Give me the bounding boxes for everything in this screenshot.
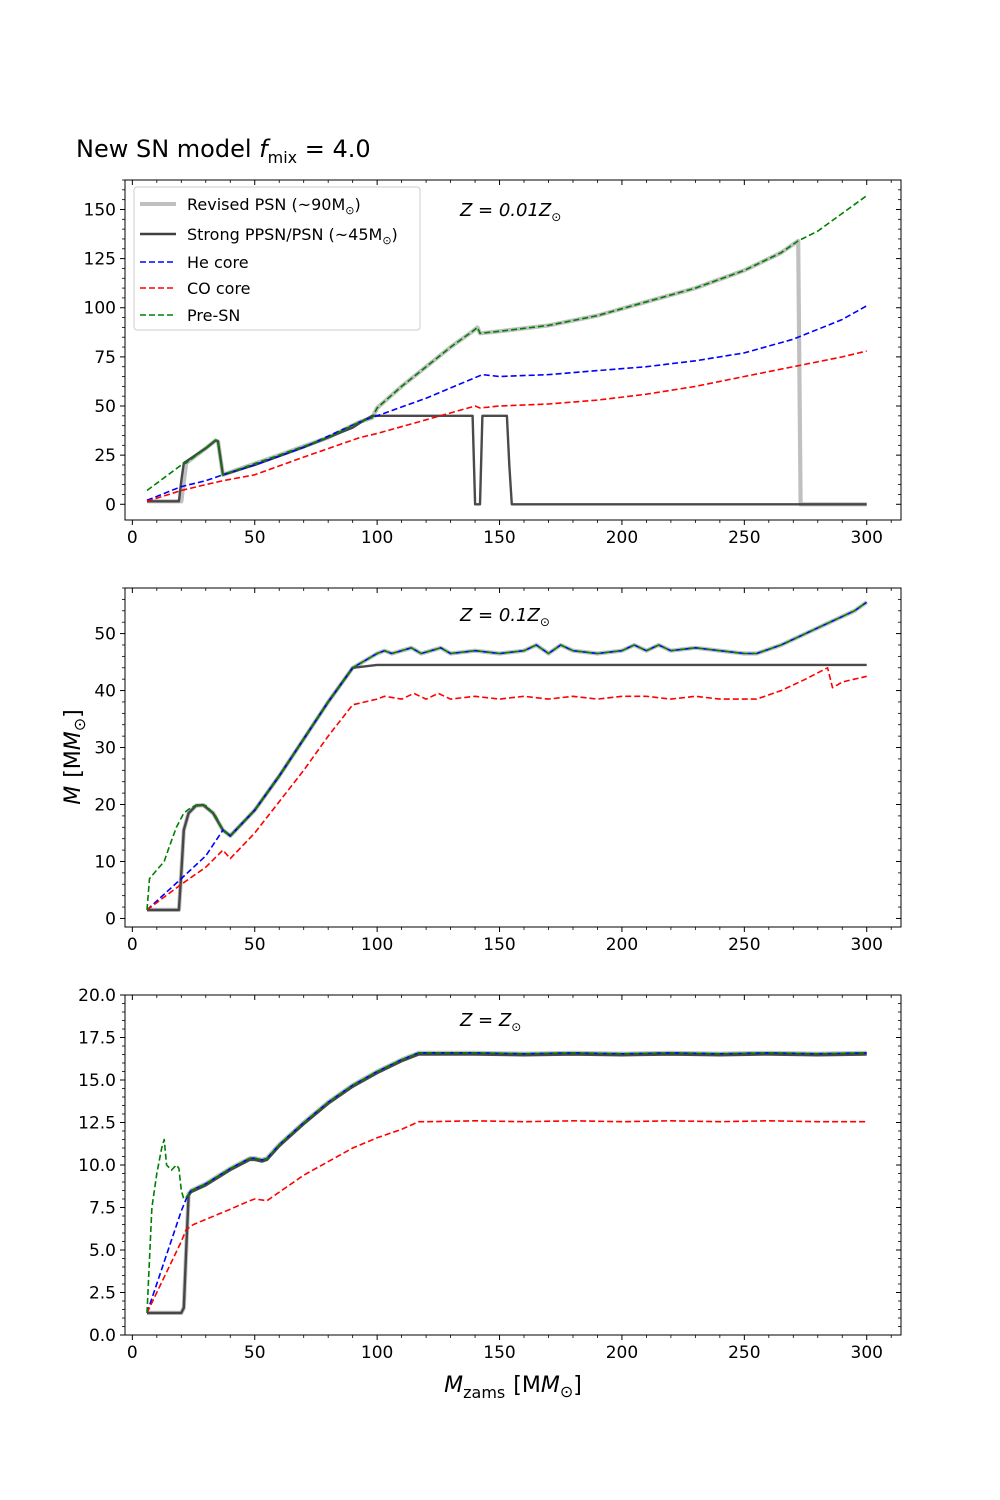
x-tick-label: 200: [606, 1343, 638, 1363]
y-tick-label: 7.5: [89, 1199, 116, 1219]
x-tick-label: 250: [728, 1343, 760, 1363]
x-tick-label: 0: [127, 528, 138, 548]
panel-middle: 0 50 100 150 200 250 300 0 10 20 30 40 50 Z = 0.1Z⊙: [94, 587, 902, 955]
x-tick-label: 250: [728, 935, 760, 955]
x-tick-label: 150: [483, 528, 515, 548]
axes-frame: [124, 179, 902, 521]
legend-frame: [133, 186, 421, 331]
y-tick-label: 125: [84, 250, 116, 270]
y-tick-label: 75: [94, 348, 116, 368]
y-tick-label: 150: [84, 200, 116, 220]
series-line-co: [146, 666, 867, 911]
figure-title: New SN model fmix = 4.0: [76, 135, 371, 167]
x-tick-label: 100: [361, 1343, 393, 1363]
legend-label-he: He core: [187, 253, 249, 272]
series-line-revised: [147, 1050, 867, 1316]
legend: Revised PSN (~90M⊙) Strong PPSN/PSN (~45…: [133, 186, 421, 331]
series-line-presn: [146, 601, 868, 910]
y-tick-label: 30: [94, 739, 116, 759]
y-tick-label: 5.0: [89, 1241, 116, 1261]
y-tick-label: 2.5: [89, 1284, 116, 1304]
x-tick-label: 100: [361, 528, 393, 548]
x-tick-label: 50: [244, 1343, 266, 1363]
series-line-presn: [146, 195, 868, 492]
x-tick-label: 150: [483, 1343, 515, 1363]
y-tick-label: 50: [94, 397, 116, 417]
y-axis-label: M[MM⊙]: [61, 709, 89, 805]
x-tick-label: 200: [606, 528, 638, 548]
y-tick-label: 15.0: [78, 1071, 116, 1091]
y-tick-label: 12.5: [78, 1114, 116, 1134]
y-tick-label: 0.0: [89, 1326, 116, 1346]
x-tick-label: 200: [606, 935, 638, 955]
series-line-presn: [146, 1052, 867, 1313]
series-line-strong: [147, 663, 867, 912]
legend-label-co: CO core: [187, 279, 251, 298]
series-line-co: [146, 1120, 867, 1314]
y-tick-label: 0: [105, 495, 116, 515]
series-line-strong: [147, 1053, 867, 1315]
series-line-strong: [147, 414, 867, 506]
series-line-co: [146, 350, 867, 503]
legend-label-strong: Strong PPSN/PSN (~45M⊙): [187, 225, 398, 247]
y-tick-label: 20.0: [78, 986, 116, 1006]
y-tick-label: 17.5: [78, 1029, 116, 1049]
y-tick-label: 0: [105, 909, 116, 929]
plot-area: [146, 1050, 867, 1316]
panel-bottom: 0 50 100 150 200 250 300 0.0 2.5 5.0 7.5 10.0 12.5 15…: [78, 986, 902, 1363]
series-line-he: [146, 1052, 867, 1314]
plot-area: [146, 195, 868, 507]
x-tick-label: 300: [851, 1343, 883, 1363]
series-line-he: [146, 305, 868, 502]
plot-area: [146, 600, 868, 913]
series-line-he: [146, 601, 868, 911]
y-tick-label: 40: [94, 682, 116, 702]
y-tick-label: 10.0: [78, 1156, 116, 1176]
x-tick-label: 250: [728, 528, 760, 548]
x-tick-label: 50: [244, 528, 266, 548]
y-tick-label: 25: [94, 446, 116, 466]
panel-annotation: Z = Z⊙: [459, 1010, 521, 1034]
x-tick-label: 300: [851, 528, 883, 548]
x-tick-label: 50: [244, 935, 266, 955]
x-tick-label: 0: [127, 935, 138, 955]
x-axis-label: Mzams [MM⊙]: [444, 1373, 582, 1402]
legend-label-revised: Revised PSN (~90M⊙): [187, 195, 361, 217]
axes-frame: [124, 587, 902, 928]
series-line-revised: [147, 600, 868, 913]
x-tick-label: 300: [851, 935, 883, 955]
x-tick-label: 0: [127, 1343, 138, 1363]
legend-label-presn: Pre-SN: [187, 306, 240, 325]
panel-annotation: Z = 0.01Z⊙: [459, 200, 561, 224]
panel-top: 0 50 100 150 200 250 300 0 25 50 75 100 125 150 Z = 0.…: [84, 179, 902, 548]
y-tick-label: 100: [84, 299, 116, 319]
y-tick-label: 10: [94, 852, 116, 872]
y-tick-label: 50: [94, 625, 116, 645]
panel-annotation: Z = 0.1Z⊙: [459, 605, 550, 629]
x-tick-label: 100: [361, 935, 393, 955]
y-tick-label: 20: [94, 796, 116, 816]
x-tick-label: 150: [483, 935, 515, 955]
